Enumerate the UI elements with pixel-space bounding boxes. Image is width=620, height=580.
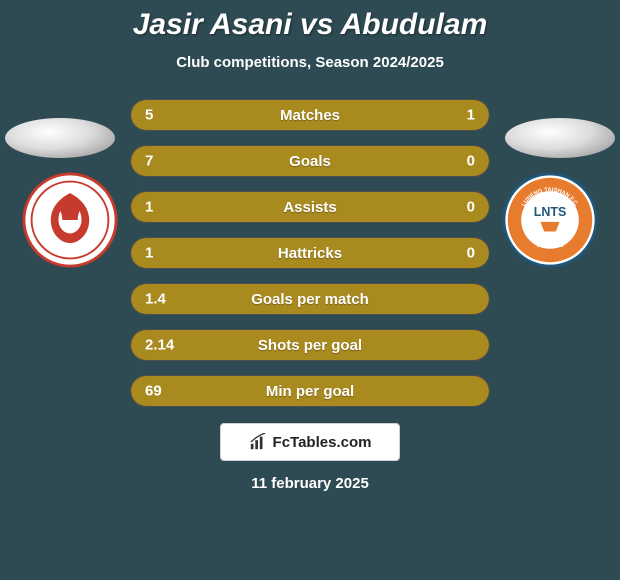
player-left-photo — [5, 118, 115, 158]
brand-footer: FcTables.com — [220, 423, 400, 461]
comparison-card: Jasir Asani vs Abudulam Club competition… — [0, 0, 620, 580]
player-right-photo — [505, 118, 615, 158]
stat-value-left: 7 — [145, 153, 153, 170]
stat-row: 7 Goals 0 — [130, 145, 490, 177]
club-badge-right: LNTS LUNENG TAISHAN F.C. SINCE 1998 — [502, 172, 598, 268]
stat-row: 5 Matches 1 — [130, 99, 490, 131]
stat-label: Assists — [283, 199, 336, 216]
luneng-badge-icon: LNTS LUNENG TAISHAN F.C. SINCE 1998 — [502, 172, 598, 268]
stat-value-left: 5 — [145, 107, 153, 124]
svg-text:LNTS: LNTS — [534, 205, 567, 219]
stat-fill-right — [429, 100, 489, 130]
stat-row: 1 Hattricks 0 — [130, 237, 490, 269]
stat-value-left: 69 — [145, 383, 162, 400]
chart-icon — [249, 433, 267, 451]
stat-label: Shots per goal — [258, 337, 362, 354]
stat-label: Goals per match — [251, 291, 369, 308]
svg-text:SINCE 1998: SINCE 1998 — [537, 243, 564, 249]
stat-value-left: 1 — [145, 245, 153, 262]
stat-value-left: 1 — [145, 199, 153, 216]
stats-list: 5 Matches 1 7 Goals 0 1 Assists 0 1 Hattricks 0 1.4 G… — [130, 99, 490, 407]
stat-row: 1.4 Goals per match — [130, 283, 490, 315]
subtitle: Club competitions, Season 2024/2025 — [0, 54, 620, 71]
stat-row: 69 Min per goal — [130, 375, 490, 407]
footer-date: 11 february 2025 — [0, 475, 620, 492]
stat-value-right: 0 — [467, 153, 475, 170]
stat-value-right: 0 — [467, 199, 475, 216]
stat-value-left: 2.14 — [145, 337, 174, 354]
stat-row: 2.14 Shots per goal — [130, 329, 490, 361]
stat-value-right: 0 — [467, 245, 475, 262]
club-badge-left — [22, 172, 118, 268]
stat-value-left: 1.4 — [145, 291, 166, 308]
phoenix-badge-icon — [22, 172, 118, 268]
stat-row: 1 Assists 0 — [130, 191, 490, 223]
stat-label: Min per goal — [266, 383, 354, 400]
stat-label: Matches — [280, 107, 340, 124]
brand-text: FcTables.com — [273, 434, 372, 451]
stat-value-right: 1 — [467, 107, 475, 124]
stat-label: Goals — [289, 153, 331, 170]
page-title: Jasir Asani vs Abudulam — [0, 8, 620, 42]
stat-label: Hattricks — [278, 245, 342, 262]
